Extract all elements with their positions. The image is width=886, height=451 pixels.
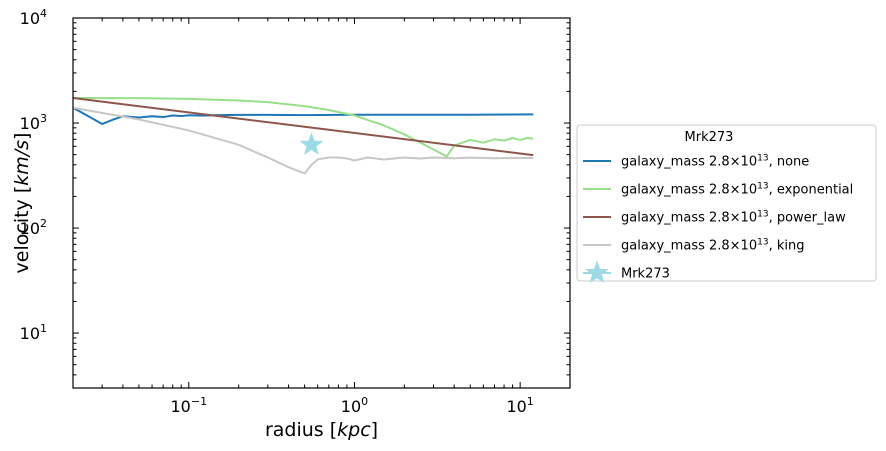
y-tick-label: 102 (20, 217, 47, 238)
legend-label-1: galaxy_mass 2.8×1013, exponential (621, 182, 853, 198)
legend-label-0: galaxy_mass 2.8×1013, none (621, 154, 809, 170)
series-line-2 (73, 97, 534, 157)
x-tick-label: 101 (506, 395, 533, 416)
y-tick-label: 103 (20, 112, 47, 133)
legend-box (576, 124, 877, 282)
tick-labels: 10−1 100 101 101 102 103 104 (20, 7, 534, 416)
legend-point-marker-0 (585, 260, 609, 284)
legend-point-label-0: Mrk273 (621, 267, 670, 282)
legend: Mrk273 galaxy_mass 2.8×1013, nonegalaxy_… (576, 124, 877, 284)
series-layer (73, 97, 534, 175)
x-axis-label: radius [kpc] (265, 419, 378, 441)
y-tick-label: 104 (20, 7, 47, 28)
x-tick-label: 10−1 (171, 395, 208, 416)
x-tick-label: 100 (341, 395, 368, 416)
points-layer (299, 132, 324, 155)
legend-entries: galaxy_mass 2.8×1013, none galaxy_mass 2.… (583, 154, 853, 284)
point-marker-0 (299, 132, 324, 155)
legend-title: Mrk273 (685, 130, 734, 145)
y-axis-label: velocity [km/s] (11, 133, 33, 274)
y-tick-label: 101 (20, 322, 47, 343)
series-line-1 (73, 97, 534, 158)
series-line-3 (73, 106, 534, 175)
series-line-0 (73, 106, 534, 125)
legend-label-2: galaxy_mass 2.8×1013, power_law (621, 210, 846, 226)
axis-ticks (72, 17, 571, 389)
plot-frame (72, 17, 571, 389)
legend-label-3: galaxy_mass 2.8×1013, king (621, 238, 804, 254)
